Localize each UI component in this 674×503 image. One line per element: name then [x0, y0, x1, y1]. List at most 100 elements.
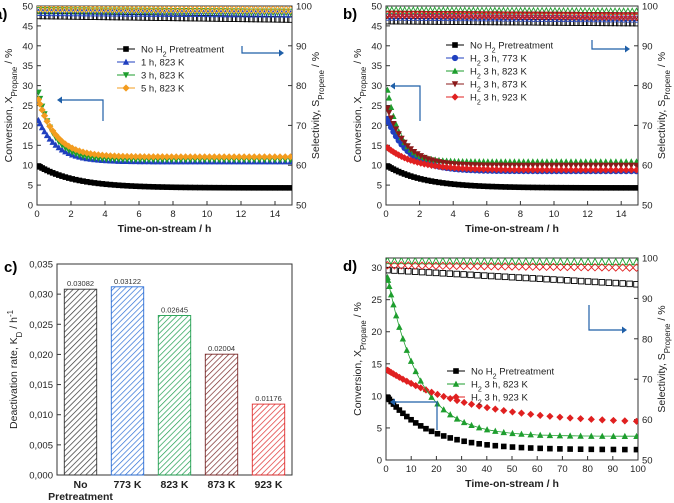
legend-marker [123, 46, 129, 52]
plot-area [386, 258, 638, 453]
conversion-point [529, 162, 537, 169]
selectivity-point [589, 6, 598, 15]
conversion-point [87, 179, 94, 186]
selectivity-point [598, 279, 606, 286]
selectivity-point [501, 273, 509, 281]
selectivity-point [230, 9, 238, 18]
selectivity-point [467, 271, 474, 279]
conversion-point [396, 407, 403, 413]
panel-0: 0 2 4 6 8 10 12 14 0 5 10 15 20 25 30 35 40 45 50 50 60 70 80 9… [0, 2, 326, 236]
conversion-point [403, 155, 412, 163]
x-tick-label: 4 [102, 209, 107, 220]
selectivity-point [482, 6, 491, 15]
selectivity-point [386, 6, 392, 14]
conversion-point [110, 152, 119, 160]
selectivity-point [417, 6, 426, 14]
conversion-point [282, 185, 289, 191]
selectivity-point [542, 262, 551, 272]
conversion-point [510, 166, 519, 174]
conversion-point [111, 182, 118, 188]
conversion-point [553, 184, 560, 191]
x-tick-label: 2 [417, 209, 422, 220]
x-tick-label: 6 [484, 209, 489, 220]
conversion-point [428, 428, 435, 435]
selectivity-point [598, 7, 607, 15]
conversion-point [548, 166, 556, 174]
arrow-head-icon [390, 82, 395, 90]
y-right-tick-label: 60 [296, 161, 307, 172]
conversion-point [511, 184, 518, 190]
conversion-point [407, 379, 415, 388]
conversion-point [37, 89, 42, 96]
conversion-point [123, 157, 131, 164]
selectivity-point [597, 258, 606, 266]
selectivity-point [417, 261, 427, 270]
legend-marker [451, 93, 459, 101]
conversion-point [124, 182, 130, 189]
conversion-point [493, 162, 500, 169]
selectivity-point [160, 9, 169, 17]
x-axis-label: Time-on-stream / h [465, 223, 559, 235]
x-tick-label: 0 [34, 209, 39, 220]
selectivity-point [86, 8, 95, 17]
conversion-point [72, 176, 79, 183]
bar-data-label: 0.02645 [161, 306, 188, 315]
conversion-point [622, 162, 630, 169]
conversion-point [123, 152, 131, 161]
y-right-axis-label: Selectivity, SPropene / % [656, 52, 672, 159]
panel-label: a) [0, 6, 7, 23]
selectivity-point [248, 15, 255, 23]
conversion-point [132, 157, 139, 164]
x-tick-label: 14 [270, 209, 281, 220]
conversion-point [610, 446, 617, 453]
conversion-point [137, 183, 143, 190]
selectivity-point [542, 258, 551, 265]
arrow-left-line [62, 99, 104, 121]
conversion-point [572, 162, 580, 169]
series-5-h-823-k [37, 6, 292, 161]
x-tick-label: 10 [549, 209, 560, 220]
x-tick-label: 30 [456, 464, 467, 475]
conversion-point [69, 176, 76, 182]
selectivity-point [494, 258, 503, 265]
conversion-point [132, 183, 139, 190]
conversion-point [547, 445, 553, 452]
conversion-point [488, 165, 496, 174]
y-tick-label: 0,035 [29, 260, 53, 271]
selectivity-point [104, 8, 112, 17]
selectivity-point [397, 261, 406, 270]
conversion-point [404, 413, 410, 420]
selectivity-point [495, 6, 504, 15]
conversion-point [408, 416, 414, 423]
conversion-point [573, 184, 579, 191]
conversion-point [41, 128, 48, 135]
y-left-tick-label: 5 [377, 181, 382, 192]
selectivity-point [95, 8, 104, 17]
y-left-tick-label: 0 [377, 201, 382, 212]
selectivity-point [623, 7, 632, 15]
x-tick-label: 20 [431, 464, 442, 475]
conversion-point [255, 153, 263, 161]
legend-marker [452, 380, 460, 387]
selectivity-point [130, 8, 139, 17]
conversion-point [120, 182, 126, 189]
conversion-point [95, 180, 102, 187]
legend-entry: 1 h, 823 K [141, 58, 185, 69]
selectivity-point [390, 258, 399, 265]
selectivity-point [425, 258, 433, 265]
conversion-point [450, 164, 459, 172]
conversion-point [597, 185, 604, 191]
y-left-axis-label: Conversion, XPropane / % [352, 49, 368, 163]
conversion-point [235, 153, 243, 161]
y-left-tick-label: 0 [28, 201, 33, 212]
y-left-tick-label: 40 [371, 41, 382, 52]
conversion-point [597, 162, 604, 169]
conversion-point [418, 176, 424, 182]
legend-entry: No H2 Pretreatment [141, 45, 225, 59]
arrow-head-icon [390, 398, 395, 406]
conversion-point [558, 184, 565, 191]
conversion-point [155, 184, 161, 190]
conversion-point [492, 442, 499, 449]
selectivity-point [99, 8, 108, 17]
legend-marker [122, 84, 130, 92]
